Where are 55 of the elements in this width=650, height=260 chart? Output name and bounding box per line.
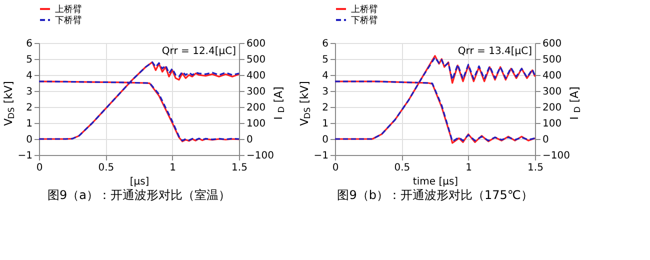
y-tick-label: 1 [26, 118, 32, 130]
y-axis-title: VDS [kV] [298, 81, 312, 126]
y2-axis-title: ID [A] [568, 86, 582, 120]
y-tick-label: 0 [26, 134, 32, 146]
y2-tick-label: 300 [542, 86, 562, 98]
y2-tick-label: 400 [246, 70, 266, 82]
y-tick-label: 1 [322, 118, 328, 130]
y2-tick-label: 100 [542, 118, 562, 130]
y2-tick-label: 600 [246, 38, 266, 50]
x-tick-label: 1 [170, 162, 176, 174]
y-tick-label: 2 [26, 102, 32, 114]
y2-tick-label: −100 [542, 150, 570, 162]
x-tick-label: 0.5 [98, 162, 114, 174]
y2-tick-label: 300 [246, 86, 266, 98]
y-tick-label: 0 [322, 134, 328, 146]
x-tick-label: 0.5 [394, 162, 410, 174]
legend-label: 上桥臂 [351, 4, 378, 15]
x-tick-label: 1.5 [232, 162, 248, 174]
y-tick-label: 6 [322, 38, 328, 50]
y2-axis-title: ID [A] [272, 86, 286, 120]
legend-label: 下桥臂 [351, 15, 378, 26]
legend-label: 下桥臂 [55, 15, 82, 26]
y-tick-label: −1 [18, 150, 32, 162]
y-tick-label: 5 [322, 54, 328, 66]
annotation: Qrr = 12.4[μC] [162, 46, 236, 57]
y2-tick-label: 0 [542, 134, 549, 146]
y-tick-label: 3 [26, 86, 32, 98]
legend-label: 上桥臂 [55, 4, 82, 15]
x-tick-label: 1 [466, 162, 472, 174]
y2-tick-label: 200 [542, 102, 562, 114]
y2-tick-label: 100 [246, 118, 266, 130]
x-tick-label: 0 [332, 162, 339, 174]
caption: 图9（a）：开通波形对比（室温） [48, 188, 230, 202]
x-tick-label: 0 [36, 162, 43, 174]
y-tick-label: 4 [26, 70, 32, 82]
y2-tick-label: 600 [542, 38, 562, 50]
y2-tick-label: 500 [246, 54, 266, 66]
y-tick-label: 5 [26, 54, 32, 66]
y2-tick-label: 200 [246, 102, 266, 114]
x-axis-title: [μs] [130, 176, 150, 188]
caption: 图9（b）：开通波形对比（175℃） [337, 188, 533, 202]
y-tick-label: 4 [322, 70, 328, 82]
y-tick-label: 6 [26, 38, 32, 50]
y-tick-label: −1 [314, 150, 328, 162]
y-axis-title: VDS [kV] [2, 81, 16, 126]
x-tick-label: 1.5 [528, 162, 544, 174]
y2-tick-label: 400 [542, 70, 562, 82]
y2-tick-label: 500 [542, 54, 562, 66]
y-tick-label: 2 [322, 102, 328, 114]
line-series [38, 61, 240, 140]
annotation: Qrr = 13.4[μC] [458, 46, 532, 57]
y2-tick-label: 0 [246, 134, 253, 146]
x-axis-title: time [μs] [412, 176, 458, 188]
y2-tick-label: −100 [246, 150, 274, 162]
y-tick-label: 3 [322, 86, 328, 98]
